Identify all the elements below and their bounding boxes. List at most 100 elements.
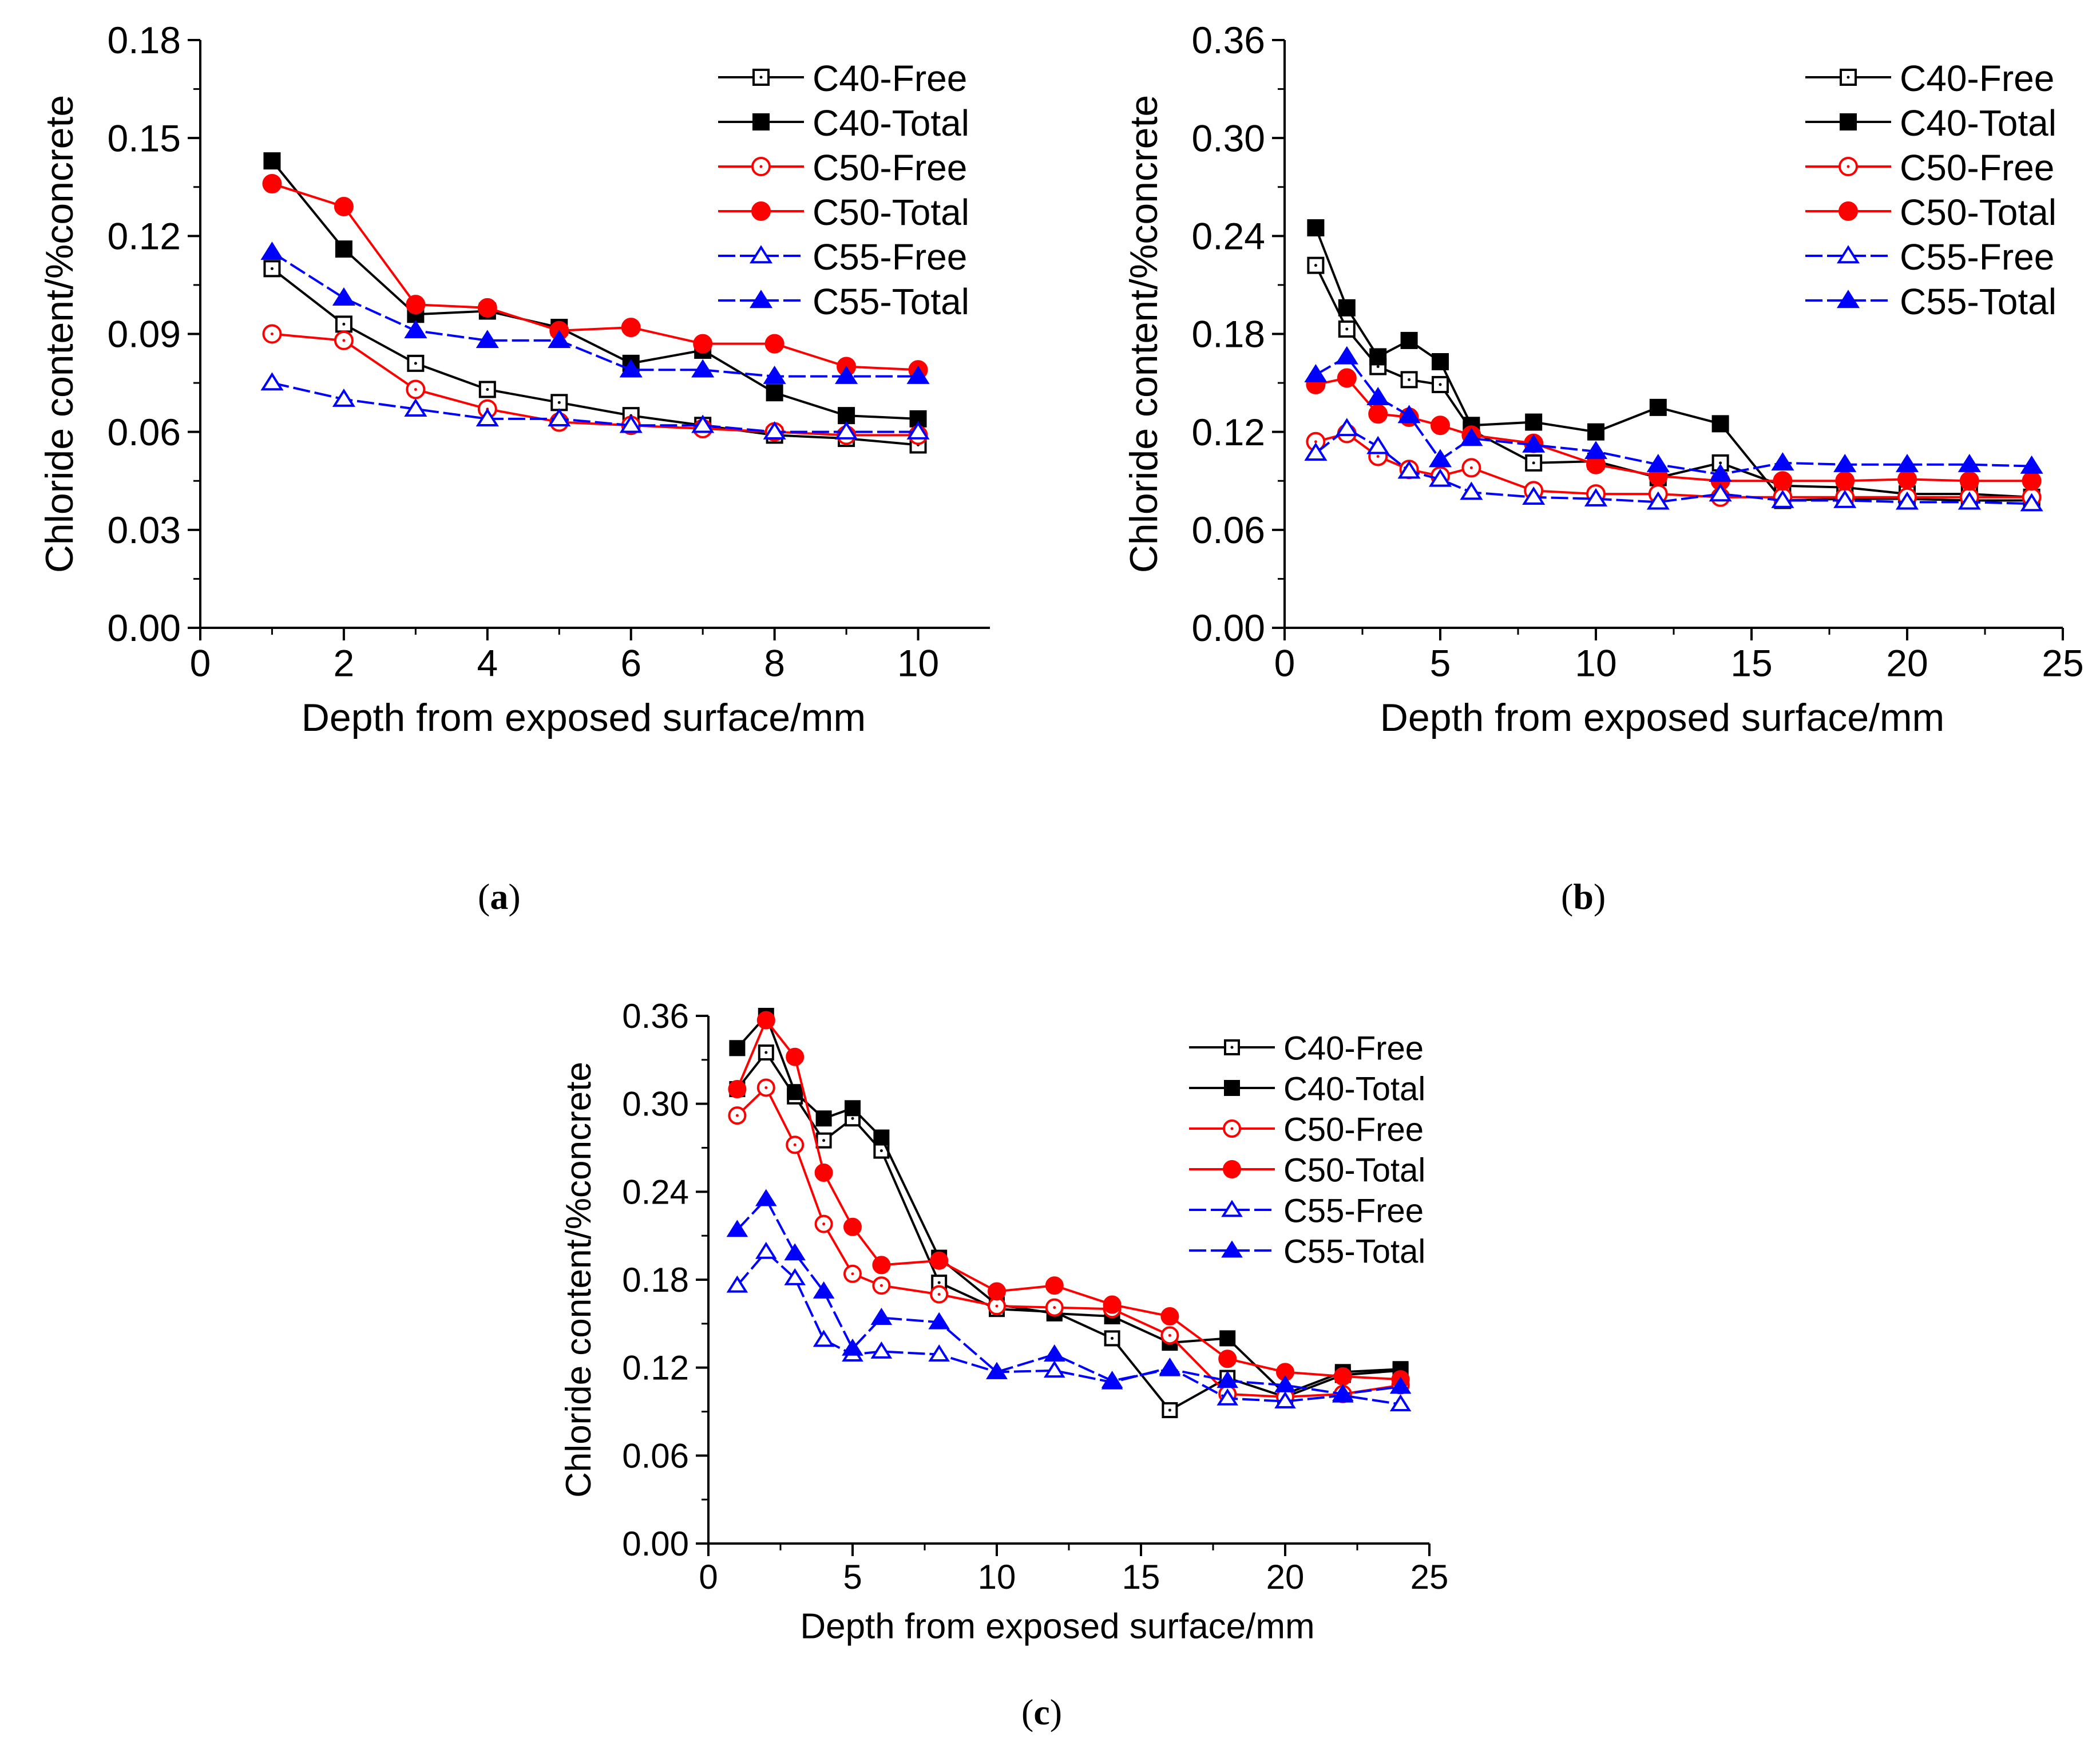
legend-marker	[1224, 1080, 1240, 1096]
x-tick-label: 4	[477, 642, 498, 684]
data-point	[1709, 464, 1732, 482]
data-point	[784, 1243, 806, 1261]
legend-entry: C50-Total	[718, 192, 969, 233]
data-point-dot	[557, 401, 561, 404]
x-axis-title: Depth from exposed surface/mm	[800, 1607, 1314, 1647]
data-point	[1337, 368, 1357, 388]
data-point	[1369, 348, 1387, 366]
data-point-dot	[879, 1284, 883, 1287]
legend-label: C50-Free	[1900, 147, 2054, 188]
legend-entry: C55-Total	[1189, 1233, 1425, 1271]
x-tick-label: 5	[1430, 642, 1451, 684]
data-point	[1428, 468, 1452, 487]
data-point	[787, 1084, 803, 1101]
legend-marker-dot	[759, 165, 763, 168]
x-tick-label: 6	[620, 642, 641, 684]
data-point	[1160, 1307, 1179, 1326]
data-point	[835, 365, 858, 384]
legend-marker	[1221, 1240, 1243, 1258]
legend-label: C50-Total	[1900, 192, 2057, 233]
series-line	[271, 160, 918, 420]
data-point	[1397, 460, 1421, 479]
data-point	[548, 408, 571, 427]
data-point	[1711, 415, 1729, 433]
x-tick-label: 15	[1730, 642, 1772, 684]
y-tick-label: 0.30	[622, 1085, 689, 1123]
data-point	[1958, 454, 1981, 472]
data-point	[260, 242, 284, 260]
legend-marker	[749, 245, 773, 264]
data-point	[334, 196, 354, 216]
legend-entry: C40-Total	[718, 102, 969, 144]
data-point	[1104, 1330, 1120, 1347]
x-tick-label: 0	[699, 1558, 718, 1596]
legend-marker	[1223, 1160, 1241, 1178]
data-point	[1217, 1371, 1238, 1388]
data-point	[873, 1129, 890, 1146]
y-tick-label: 0.24	[622, 1173, 689, 1211]
legend-entry: C40-Free	[718, 58, 967, 99]
data-point	[1332, 1384, 1354, 1402]
chart-b: 0 5 10 15 20 25 0.00 0.06 0.12 0.18 0.24 0.30 0.36 De…	[1122, 19, 2084, 739]
data-point	[726, 1220, 748, 1237]
data-point	[1897, 469, 1917, 489]
data-point	[1274, 1375, 1296, 1392]
y-tick-label: 0.06	[1192, 509, 1265, 551]
data-point	[842, 1338, 863, 1356]
data-point	[755, 1189, 777, 1206]
legend-marker-dot	[1230, 1127, 1234, 1130]
data-point	[548, 330, 571, 349]
legend-entry: C50-Free	[1805, 147, 2054, 188]
series-line	[1315, 355, 2032, 476]
data-point	[845, 1100, 861, 1117]
data-point	[406, 295, 426, 315]
data-point	[1773, 471, 1793, 491]
legend-label: C50-Free	[813, 147, 967, 188]
data-point	[1400, 371, 1418, 389]
x-tick-label: 8	[764, 642, 785, 684]
x-tick-label: 0	[1274, 642, 1295, 684]
legend-entry: C50-Total	[1805, 192, 2057, 233]
data-point	[1335, 346, 1358, 365]
data-point	[619, 414, 643, 433]
series-line	[736, 1250, 1401, 1406]
data-point	[838, 407, 855, 425]
data-point	[928, 1312, 950, 1329]
y-tick-label: 0.12	[622, 1349, 689, 1387]
legend-label: C50-Free	[1283, 1111, 1424, 1149]
series-c55-free	[260, 372, 930, 440]
data-point	[1217, 1388, 1238, 1406]
data-point-dot	[1053, 1306, 1056, 1309]
data-point	[756, 1011, 775, 1030]
x-tick-label: 15	[1122, 1558, 1160, 1596]
data-point-dot	[1314, 440, 1317, 444]
data-point-dot	[822, 1139, 826, 1142]
data-point-dot	[414, 387, 417, 391]
data-point	[1522, 486, 1546, 505]
x-tick-label: 20	[1886, 642, 1928, 684]
data-point	[1397, 405, 1421, 424]
data-point	[332, 287, 355, 306]
series-c55-free	[1304, 418, 2043, 512]
data-point	[1833, 489, 1857, 508]
data-point	[263, 152, 281, 170]
data-point	[784, 1268, 806, 1285]
data-point	[477, 298, 497, 318]
data-point	[1101, 1371, 1123, 1388]
y-tick-label: 0.12	[108, 215, 181, 257]
legend-entry: C40-Total	[1189, 1071, 1425, 1108]
data-point-dot	[822, 1222, 826, 1226]
series-line	[271, 267, 918, 446]
data-point-dot	[1314, 264, 1317, 267]
chart-c: 0 5 10 15 20 25 0.00 0.06 0.12 0.18 0.24 0.30 0.36 De…	[559, 997, 1448, 1647]
data-point	[260, 372, 284, 391]
legend-label: C40-Total	[813, 102, 969, 144]
data-point	[1219, 1330, 1236, 1347]
y-axis-title: Chloride content/%concrete	[559, 1062, 599, 1498]
legend-marker-dot	[1847, 165, 1850, 168]
data-point	[1304, 364, 1328, 383]
x-tick-label: 10	[897, 642, 939, 684]
data-point	[1307, 219, 1325, 237]
data-point	[843, 1217, 862, 1236]
